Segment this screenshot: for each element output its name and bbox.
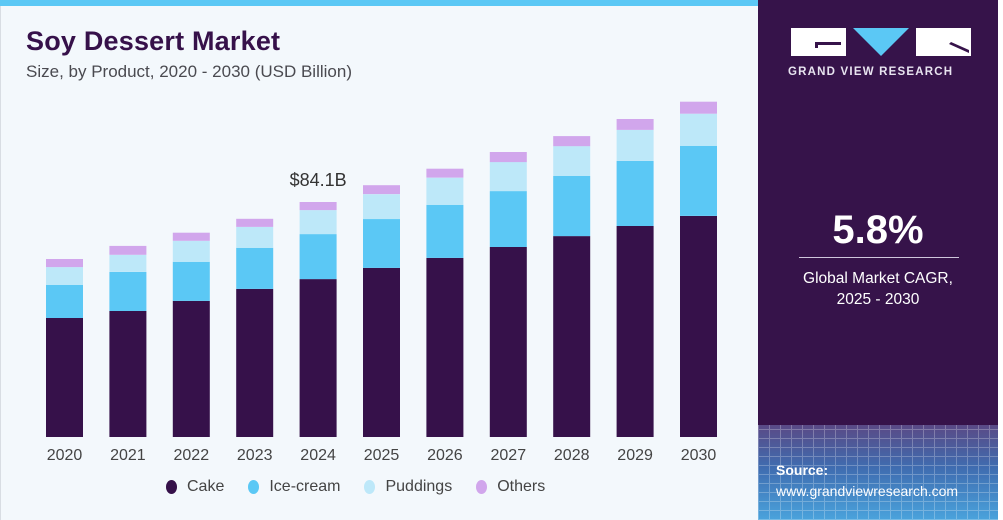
legend-swatch-ice-cream bbox=[248, 480, 260, 494]
bar-ice-cream-2026 bbox=[426, 204, 464, 258]
bar-others-2020 bbox=[46, 259, 83, 268]
cagr-label-line2: 2025 - 2030 bbox=[836, 291, 920, 308]
bar-others-2029 bbox=[616, 119, 654, 130]
bar-cake-2024 bbox=[299, 279, 337, 437]
x-tick-label-2029: 2029 bbox=[617, 447, 653, 464]
chart-legend: Cake Ice-cream Puddings Others bbox=[166, 478, 569, 496]
stacked-bar-chart: 2020 2021 2022 2023 2024 $84.1B 2025 2026 2027 20… bbox=[46, 101, 717, 464]
bar-others-2021 bbox=[109, 245, 147, 255]
bar-ice-cream-2020 bbox=[46, 285, 83, 318]
accent-strip bbox=[0, 0, 758, 6]
bar-cake-2021 bbox=[109, 311, 147, 437]
bar-puddings-2027 bbox=[489, 162, 527, 192]
bar-cake-2029 bbox=[616, 226, 654, 437]
bar-others-2028 bbox=[553, 136, 591, 147]
bar-cake-2027 bbox=[489, 247, 527, 437]
chart-subtitle: Size, by Product, 2020 - 2030 (USD Billi… bbox=[26, 62, 352, 81]
bar-cake-2026 bbox=[426, 257, 464, 437]
bar-others-2026 bbox=[426, 168, 464, 178]
x-tick-label-2022: 2022 bbox=[174, 447, 210, 464]
bar-puddings-2024 bbox=[299, 210, 337, 235]
legend-label-others: Others bbox=[497, 478, 546, 495]
bar-ice-cream-2023 bbox=[236, 247, 274, 289]
x-tick-label-2023: 2023 bbox=[237, 447, 273, 464]
x-tick-label-2020: 2020 bbox=[47, 447, 83, 464]
bar-others-2024 bbox=[299, 202, 337, 211]
x-tick-label-2021: 2021 bbox=[110, 447, 146, 464]
bar-ice-cream-2021 bbox=[109, 271, 147, 311]
bar-puddings-2025 bbox=[363, 194, 400, 220]
x-tick-label-2025: 2025 bbox=[364, 447, 400, 464]
bar-puddings-2020 bbox=[46, 267, 83, 285]
bar-puddings-2021 bbox=[109, 254, 147, 272]
bar-ice-cream-2029 bbox=[616, 160, 654, 226]
source-background bbox=[758, 425, 998, 520]
bar-others-2027 bbox=[489, 152, 527, 163]
cagr-divider bbox=[799, 257, 959, 258]
legend-label-puddings: Puddings bbox=[385, 478, 453, 495]
bar-ice-cream-2027 bbox=[489, 191, 527, 247]
bar-others-2025 bbox=[363, 185, 400, 195]
x-tick-label-2028: 2028 bbox=[554, 447, 590, 464]
gvr-logo-icon bbox=[791, 28, 971, 56]
bar-cake-2023 bbox=[236, 288, 274, 437]
bar-cake-2030 bbox=[680, 216, 717, 437]
bar-others-2022 bbox=[172, 232, 210, 241]
legend-swatch-puddings bbox=[364, 480, 376, 494]
bar-cake-2020 bbox=[46, 318, 83, 437]
bar-puddings-2030 bbox=[680, 113, 717, 146]
bar-cake-2025 bbox=[363, 267, 400, 437]
grid-pattern bbox=[758, 425, 998, 520]
brand-name: GRAND VIEW RESEARCH bbox=[788, 66, 954, 78]
bar-others-2023 bbox=[236, 218, 274, 227]
bar-puddings-2022 bbox=[172, 240, 210, 262]
bar-ice-cream-2022 bbox=[172, 261, 210, 301]
legend-item-others: Others bbox=[476, 478, 545, 496]
cagr-label: Global Market CAGR, 2025 - 2030 bbox=[758, 268, 998, 310]
legend-item-ice-cream: Ice-cream bbox=[248, 478, 340, 496]
bar-puddings-2028 bbox=[553, 146, 591, 176]
bar-puddings-2026 bbox=[426, 177, 464, 205]
bar-ice-cream-2028 bbox=[553, 176, 591, 237]
chart-title: Soy Dessert Market bbox=[26, 26, 281, 56]
info-panel: GRAND VIEW RESEARCH 5.8% Global Market C… bbox=[758, 0, 998, 520]
x-tick-label-2027: 2027 bbox=[491, 447, 527, 464]
bar-cake-2022 bbox=[172, 300, 210, 437]
cagr-label-line1: Global Market CAGR, bbox=[803, 270, 953, 287]
bar-puddings-2023 bbox=[236, 226, 274, 248]
x-tick-label-2030: 2030 bbox=[681, 447, 717, 464]
bar-ice-cream-2025 bbox=[363, 219, 400, 268]
bar-others-2030 bbox=[680, 101, 717, 114]
legend-swatch-cake bbox=[166, 480, 177, 494]
source-link[interactable]: www.grandviewresearch.com bbox=[776, 483, 959, 499]
source-label: Source: bbox=[776, 462, 829, 478]
x-tick-label-2026: 2026 bbox=[427, 447, 463, 464]
cagr-value: 5.8% bbox=[832, 208, 924, 252]
bar-puddings-2029 bbox=[616, 129, 654, 161]
bar-cake-2028 bbox=[553, 236, 591, 437]
x-tick-label-2024: 2024 bbox=[300, 447, 336, 464]
data-label-2024: $84.1B bbox=[290, 170, 347, 190]
legend-item-cake: Cake bbox=[166, 478, 224, 496]
legend-swatch-others bbox=[476, 480, 488, 494]
legend-item-puddings: Puddings bbox=[364, 478, 452, 496]
right-margin bbox=[998, 0, 1003, 520]
bar-ice-cream-2024 bbox=[299, 234, 337, 280]
legend-label-cake: Cake bbox=[187, 478, 225, 495]
bar-ice-cream-2030 bbox=[680, 145, 717, 216]
legend-label-ice-cream: Ice-cream bbox=[269, 478, 341, 495]
